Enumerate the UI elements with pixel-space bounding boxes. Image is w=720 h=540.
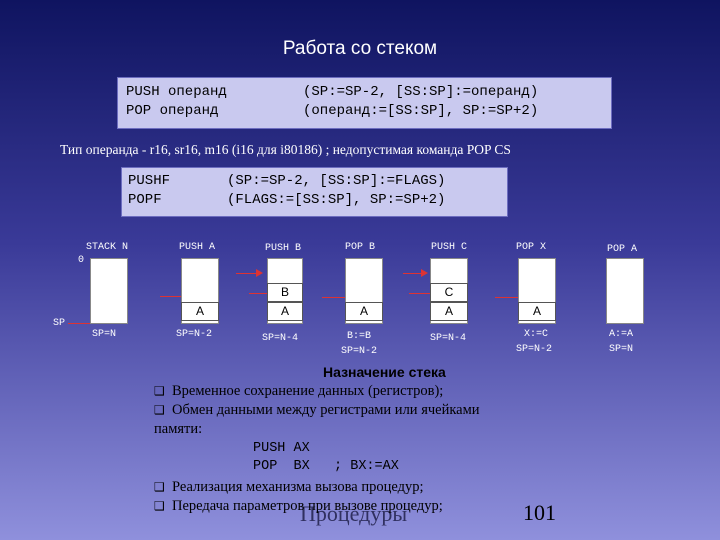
pop-a-column — [606, 258, 644, 324]
transition-arrow-2-head — [421, 269, 428, 277]
operand-type-note: Тип операнда - r16, sr16, m16 (i16 для i… — [60, 142, 511, 157]
push-a-sp: SP=N-2 — [176, 329, 213, 340]
purpose-bullet-2-continuation: памяти: — [154, 421, 203, 437]
pop-b-cell-a: A — [345, 302, 383, 321]
push-c-pointer — [409, 293, 430, 294]
stack-n-column — [90, 258, 128, 324]
push-operand-desc: (SP:=SP-2, [SS:SP]:=операнд) — [303, 84, 539, 100]
push-a-cell-a: A — [181, 302, 219, 321]
purpose-bullet-2-text: Обмен данными между регистрами или ячейк… — [172, 402, 480, 418]
page-number: 101 — [523, 500, 556, 525]
purpose-bullet-4: ❑ Передача параметров при вызове процедур… — [154, 498, 443, 515]
pop-x-heading: POP X — [516, 242, 547, 253]
push-a-pointer — [160, 296, 181, 297]
pop-x-sp: SP=N-2 — [516, 344, 553, 355]
purpose-bullet-2: ❑ Обмен данными между регистрами или ячей… — [154, 402, 480, 419]
footer-word: Процедуры — [300, 501, 408, 526]
pop-a-sp: SP=N — [609, 344, 634, 355]
stack-n-sp: SP=N — [92, 329, 117, 340]
pushf-popf-box: PUSHF POPF (SP:=SP-2, [SS:SP]:=FLAGS) (F… — [121, 167, 508, 217]
pop-a-heading: POP A — [607, 244, 638, 255]
push-operand-cmd: PUSH операнд — [126, 84, 227, 100]
checkbox-bullet-icon: ❑ — [154, 499, 165, 513]
push-a-heading: PUSH A — [179, 242, 216, 253]
pushf-cmd: PUSHF — [128, 173, 171, 189]
slide-title: Работа со стеком — [282, 38, 438, 59]
push-pop-box: PUSH операнд POP операнд (SP:=SP-2, [SS:… — [117, 77, 612, 129]
pop-b-sp: SP=N-2 — [341, 346, 378, 357]
checkbox-bullet-icon: ❑ — [154, 403, 165, 417]
push-c-heading: PUSH C — [431, 242, 468, 253]
push-b-sp: SP=N-4 — [262, 333, 299, 344]
transition-arrow-1-head — [256, 269, 263, 277]
purpose-bullet-1: ❑ Временное сохранение данных (регистров)… — [154, 383, 443, 400]
push-c-cell-a: A — [430, 302, 468, 321]
transition-arrow-2-line — [403, 273, 423, 274]
push-b-cell-a: A — [267, 302, 303, 321]
purpose-bullet-4-text: Передача параметров при вызове процедур; — [172, 498, 443, 514]
zero-address-label: 0 — [78, 255, 85, 266]
push-b-cell-b: B — [267, 283, 303, 302]
pop-x-pointer — [495, 297, 518, 298]
checkbox-bullet-icon: ❑ — [154, 384, 165, 398]
popf-cmd: POPF — [128, 192, 162, 208]
popf-desc: (FLAGS:=[SS:SP], SP:=SP+2) — [227, 192, 446, 208]
pushf-desc: (SP:=SP-2, [SS:SP]:=FLAGS) — [227, 173, 446, 189]
checkbox-bullet-icon: ❑ — [154, 480, 165, 494]
code-push-ax: PUSH AX — [253, 441, 310, 456]
sp-pointer-label: SP — [53, 318, 66, 329]
pop-operand-cmd: POP операнд — [126, 103, 219, 119]
push-b-pointer — [249, 293, 267, 294]
push-c-cell-c: C — [430, 283, 468, 302]
pop-operand-desc: (операнд:=[SS:SP], SP:=SP+2) — [303, 103, 539, 119]
pop-b-pointer — [322, 297, 345, 298]
stack-n-heading: STACK N — [86, 242, 129, 253]
purpose-bullet-3-text: Реализация механизма вызова процедур; — [172, 479, 424, 495]
pop-b-heading: POP B — [345, 242, 376, 253]
code-pop-bx: POP BX ; BX:=AX — [253, 459, 399, 474]
transition-arrow-1-line — [236, 273, 258, 274]
push-b-heading: PUSH B — [265, 243, 302, 254]
pop-x-cell-a: A — [518, 302, 556, 321]
push-c-sp: SP=N-4 — [430, 333, 467, 344]
sp-pointer-line — [68, 323, 90, 324]
pop-x-assign: X:=C — [524, 329, 549, 340]
purpose-bullet-3: ❑ Реализация механизма вызова процедур; — [154, 479, 423, 496]
purpose-bullet-1-text: Временное сохранение данных (регистров); — [172, 383, 444, 399]
purpose-heading: Назначение стека — [323, 364, 446, 380]
pop-b-assign: B:=B — [347, 331, 372, 342]
pop-a-assign: A:=A — [609, 329, 634, 340]
